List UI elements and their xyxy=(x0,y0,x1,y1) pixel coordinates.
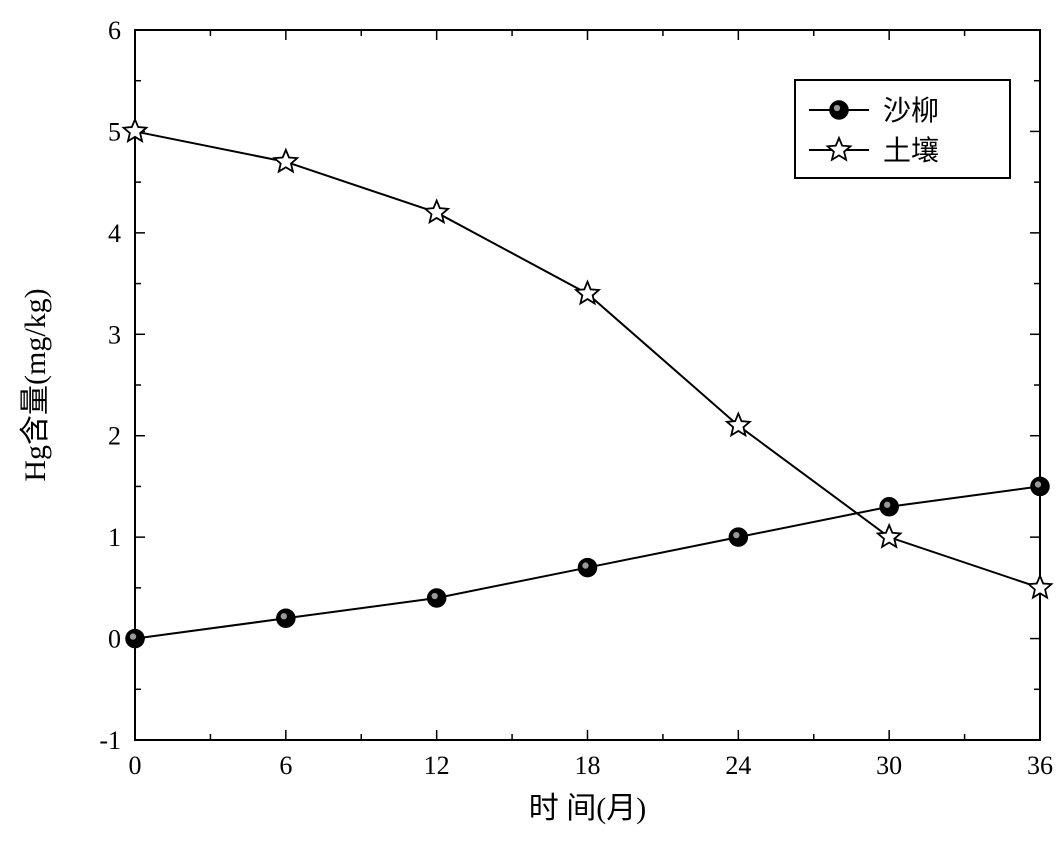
x-axis-label: 时 间(月) xyxy=(529,792,646,825)
y-tick-label: 6 xyxy=(108,16,121,45)
legend: 沙柳土壤 xyxy=(795,80,1010,178)
legend-label: 土壤 xyxy=(883,135,939,167)
y-tick-label: 3 xyxy=(108,320,121,349)
y-tick-label: -1 xyxy=(99,726,121,755)
x-tick-label: 30 xyxy=(876,751,902,780)
x-tick-label: 6 xyxy=(279,751,292,780)
legend-label: 沙柳 xyxy=(883,95,939,127)
x-tick-label: 18 xyxy=(575,751,601,780)
x-tick-label: 0 xyxy=(129,751,142,780)
x-tick-label: 12 xyxy=(424,751,450,780)
chart-container: 061218243036时 间(月)-10123456Hg含量(mg/kg)沙柳… xyxy=(0,0,1064,848)
x-tick-label: 24 xyxy=(725,751,751,780)
y-axis-label: Hg含量(mg/kg) xyxy=(19,288,52,481)
x-tick-label: 36 xyxy=(1027,751,1053,780)
y-tick-label: 5 xyxy=(108,117,121,146)
y-tick-label: 1 xyxy=(108,523,121,552)
line-chart: 061218243036时 间(月)-10123456Hg含量(mg/kg)沙柳… xyxy=(0,0,1064,848)
y-tick-label: 4 xyxy=(108,219,121,248)
y-tick-label: 0 xyxy=(108,625,121,654)
y-tick-label: 2 xyxy=(108,422,121,451)
